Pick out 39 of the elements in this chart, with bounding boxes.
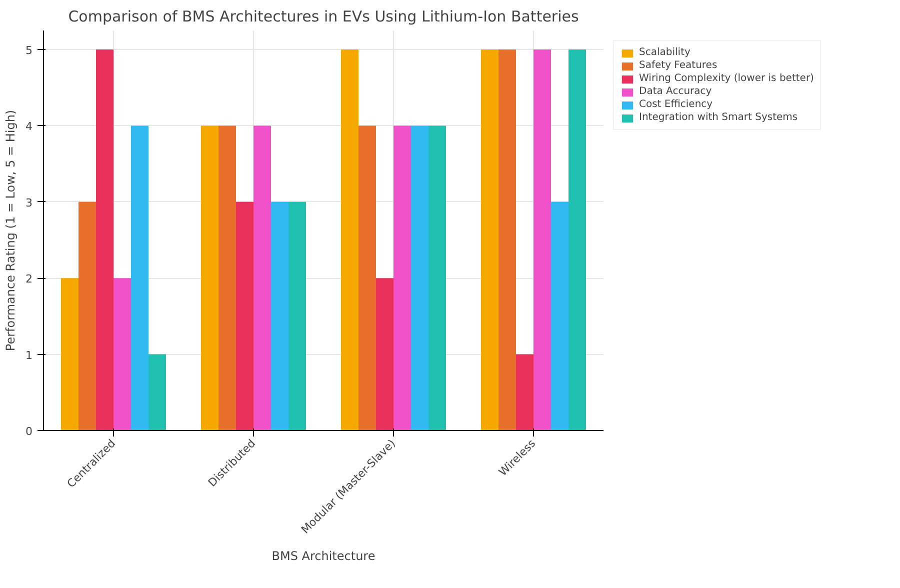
y-tick-label: 2 xyxy=(26,272,32,286)
bar xyxy=(411,126,428,430)
bar xyxy=(481,50,498,430)
legend-label: Data Accuracy xyxy=(639,86,712,97)
bar xyxy=(201,126,218,430)
bar xyxy=(271,202,288,430)
y-axis-title: Performance Rating (1 = Low, 5 = High) xyxy=(4,110,18,352)
bar xyxy=(376,278,394,430)
legend-label: Safety Features xyxy=(639,60,718,71)
bar xyxy=(131,126,148,430)
bar xyxy=(498,50,516,430)
legend-label: Cost Efficiency xyxy=(639,99,713,110)
bar xyxy=(358,126,376,430)
bar xyxy=(341,50,358,430)
y-tick-label: 5 xyxy=(26,44,32,58)
legend-label: Integration with Smart Systems xyxy=(639,112,798,123)
y-tick-label: 3 xyxy=(26,196,32,210)
x-axis-title: BMS Architecture xyxy=(272,548,376,563)
chart-title: Comparison of BMS Architectures in EVs Using Lithium-Ion Batteries xyxy=(68,8,579,26)
legend-label: Scalability xyxy=(639,47,690,58)
bar xyxy=(148,354,166,430)
bar xyxy=(534,50,551,430)
bar xyxy=(78,202,96,430)
y-tick-label: 4 xyxy=(26,120,32,134)
bar xyxy=(394,126,411,430)
bar xyxy=(551,202,568,430)
bar xyxy=(288,202,306,430)
bar xyxy=(114,278,131,430)
bar xyxy=(96,50,114,430)
bar xyxy=(236,202,254,430)
y-tick-label: 1 xyxy=(26,348,32,362)
bar xyxy=(516,354,534,430)
legend-label: Wiring Complexity (lower is better) xyxy=(639,73,814,84)
bar xyxy=(218,126,236,430)
bar xyxy=(254,126,271,430)
bar xyxy=(568,50,586,430)
bar xyxy=(61,278,78,430)
y-tick-label: 0 xyxy=(26,425,32,438)
bar xyxy=(428,126,446,430)
